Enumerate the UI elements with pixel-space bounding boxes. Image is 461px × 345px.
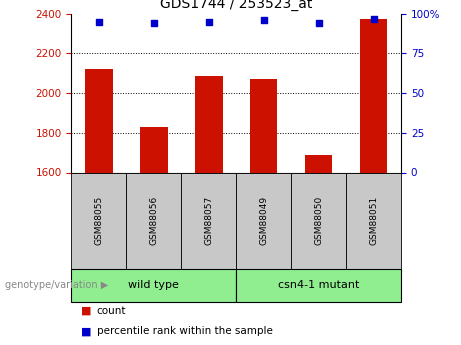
Point [370, 16, 377, 21]
Bar [195, 76, 223, 172]
Text: GSM88055: GSM88055 [95, 196, 103, 245]
Bar [236, 269, 401, 302]
Text: ■: ■ [81, 306, 91, 315]
Text: GSM88049: GSM88049 [259, 196, 268, 245]
Point [260, 17, 267, 23]
Point [205, 19, 213, 24]
Bar [291, 172, 346, 269]
Bar [360, 19, 387, 172]
Text: count: count [97, 306, 126, 315]
Bar [181, 172, 236, 269]
Text: GSM88057: GSM88057 [204, 196, 213, 245]
Text: csn4-1 mutant: csn4-1 mutant [278, 280, 360, 290]
Bar [250, 79, 278, 172]
Bar [126, 172, 181, 269]
Bar [140, 127, 168, 172]
Text: GSM88056: GSM88056 [149, 196, 159, 245]
Text: GSM88051: GSM88051 [369, 196, 378, 245]
Title: GDS1744 / 253523_at: GDS1744 / 253523_at [160, 0, 313, 11]
Bar [305, 155, 332, 172]
Point [95, 19, 103, 24]
Point [150, 21, 158, 26]
Bar [85, 69, 112, 172]
Point [315, 21, 322, 26]
Bar [71, 172, 126, 269]
Bar [71, 269, 236, 302]
Bar [346, 172, 401, 269]
Text: GSM88050: GSM88050 [314, 196, 323, 245]
Text: wild type: wild type [129, 280, 179, 290]
Bar [236, 172, 291, 269]
Text: genotype/variation ▶: genotype/variation ▶ [5, 280, 108, 290]
Text: ■: ■ [81, 326, 91, 336]
Text: percentile rank within the sample: percentile rank within the sample [97, 326, 273, 336]
